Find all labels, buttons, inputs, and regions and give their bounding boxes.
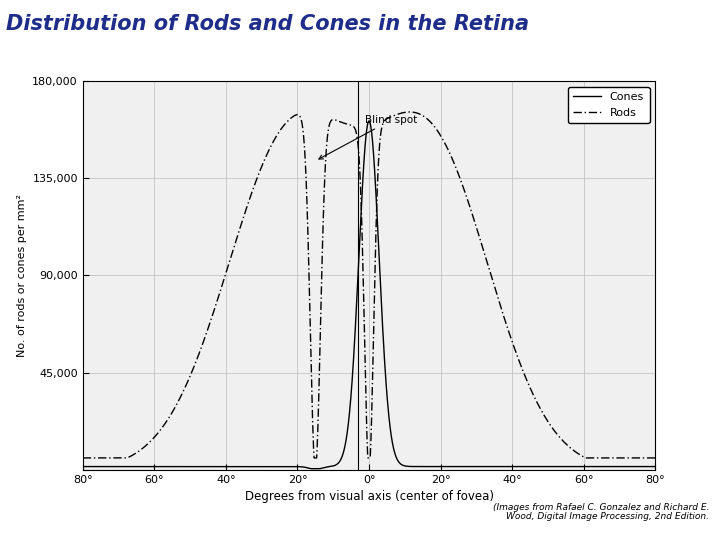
Rods (640, 455, 649, 461)
Cones (651, 463, 660, 470)
Text: Wood, Digital Image Processing, 2nd Edition.: Wood, Digital Image Processing, 2nd Edit… (506, 512, 709, 521)
Cones (578, 463, 587, 470)
Text: (Images from Rafael C. Gonzalez and Richard E.: (Images from Rafael C. Gonzalez and Rich… (492, 503, 709, 512)
Line: Rods: Rods (83, 112, 655, 458)
Cones (307, 465, 315, 472)
Rods (298, 122, 307, 128)
Rods (323, 137, 331, 143)
Rods (651, 455, 660, 461)
Cones (298, 464, 307, 470)
Cones (78, 463, 87, 470)
Cones (178, 463, 186, 470)
Cones (323, 464, 332, 470)
Cones (364, 118, 373, 124)
Y-axis label: No. of rods or cones per mm²: No. of rods or cones per mm² (17, 194, 27, 357)
Rods (178, 390, 186, 397)
Cones (144, 463, 153, 470)
Rods (78, 455, 87, 461)
Rods (405, 109, 414, 115)
Legend: Cones, Rods: Cones, Rods (567, 86, 649, 123)
Rods (144, 440, 153, 447)
Rods (578, 453, 587, 460)
Cones (640, 463, 649, 470)
Text: Distribution of Rods and Cones in the Retina: Distribution of Rods and Cones in the Re… (6, 14, 529, 33)
Text: Blind spot: Blind spot (319, 115, 418, 159)
X-axis label: Degrees from visual axis (center of fovea): Degrees from visual axis (center of fove… (245, 490, 493, 503)
Line: Cones: Cones (83, 121, 655, 469)
